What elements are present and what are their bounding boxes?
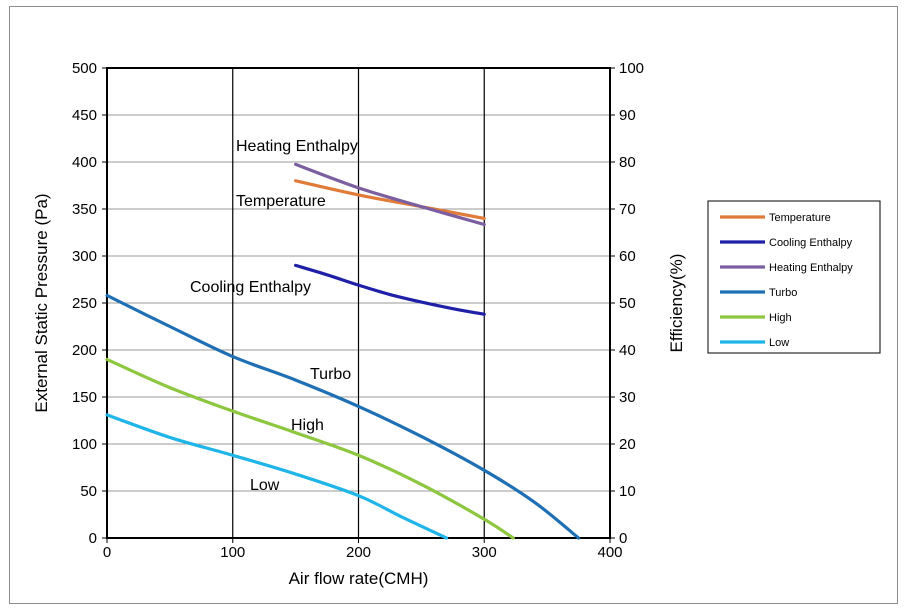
y-axis-title: External Static Pressure (Pa) [32,193,51,412]
x-axis-title: Air flow rate(CMH) [289,569,429,588]
annotation-high: High [291,417,324,434]
y-tick-label: 50 [80,483,97,500]
x-tick-label: 400 [597,544,622,561]
series-line-high [105,357,515,540]
y2-tick-label: 40 [619,342,636,359]
legend-label-heating-enthalpy: Heating Enthalpy [769,262,853,274]
legend-label-turbo: Turbo [769,287,797,299]
y-tick-label: 150 [72,389,97,406]
y-tick-label: 450 [72,107,97,124]
legend-label-low: Low [769,337,789,349]
x-tick-label: 200 [346,544,371,561]
legend-label-cooling-enthalpy: Cooling Enthalpy [769,237,853,249]
y2-tick-label: 20 [619,436,636,453]
y-tick-label: 400 [72,154,97,171]
y2-tick-label: 0 [619,530,627,547]
series-line-heating-enthalpy [294,162,486,227]
y2-tick-label: 30 [619,389,636,406]
series-line-cooling-enthalpy [294,263,486,316]
y-tick-label: 500 [72,60,97,77]
y-tick-label: 350 [72,201,97,218]
x-tick-label: 0 [103,544,111,561]
y2-tick-label: 70 [619,201,636,218]
annotation-low: Low [250,477,280,494]
y2-tick-label: 90 [619,107,636,124]
y-tick-label: 200 [72,342,97,359]
annotation-heating-enthalpy: Heating Enthalpy [236,138,358,155]
legend-label-temperature: Temperature [769,212,831,224]
series-line-turbo [105,293,581,540]
y2-tick-label: 50 [619,295,636,312]
y-tick-label: 100 [72,436,97,453]
x-tick-label: 100 [220,544,245,561]
y-tick-label: 0 [89,530,97,547]
y2-tick-label: 100 [619,60,644,77]
annotation-temperature: Temperature [236,193,326,210]
series-line-temperature [294,179,486,220]
y2-tick-label: 80 [619,154,636,171]
y2-tick-label: 10 [619,483,636,500]
series-line-low [105,413,449,540]
x-tick-label: 300 [472,544,497,561]
y2-axis-title: Efficiency(%) [667,254,686,353]
legend-label-high: High [769,312,792,324]
annotation-cooling-enthalpy: Cooling Enthalpy [190,279,311,296]
y-tick-label: 300 [72,248,97,265]
y-tick-label: 250 [72,295,97,312]
annotation-turbo: Turbo [310,366,351,383]
legend-box [707,200,881,354]
y2-tick-label: 60 [619,248,636,265]
